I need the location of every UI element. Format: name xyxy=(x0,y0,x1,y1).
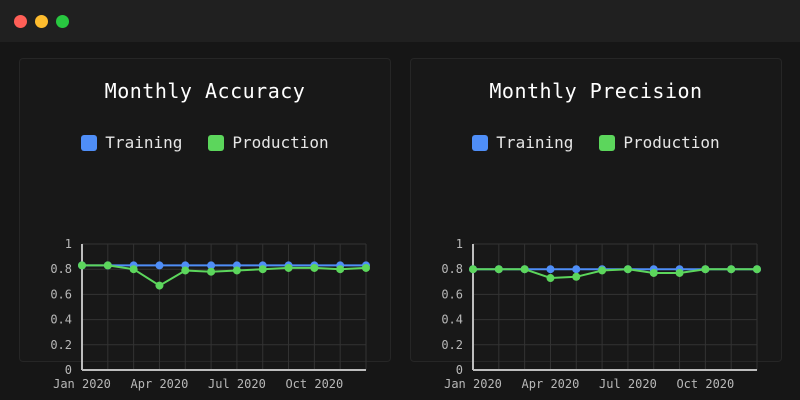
series-production-point xyxy=(546,274,555,283)
chart-title: Monthly Accuracy xyxy=(104,79,306,103)
accuracy-line-chart: 0 0.2 0.4 0.6 0.8 1 Jan 2020 Apr 2020 Jul 2020 Oc… xyxy=(50,237,370,391)
series-production-point xyxy=(675,268,684,277)
accuracy-chart-panel: Monthly Accuracy Training Production 0 0.… xyxy=(19,58,391,391)
legend-item-production[interactable]: Production xyxy=(599,133,720,152)
y-tick-label: 0.6 xyxy=(441,287,463,301)
y-tick-label: 0.6 xyxy=(50,287,72,301)
series-production-point xyxy=(469,265,477,274)
series-production-point xyxy=(336,265,345,274)
series-production-point xyxy=(520,265,529,274)
series-training-point xyxy=(207,261,216,270)
y-tick-label: 0.4 xyxy=(50,313,72,327)
y-tick-label: 0.4 xyxy=(441,313,463,327)
x-tick-label: Jan 2020 xyxy=(53,377,111,391)
minimize-window-button[interactable] xyxy=(35,15,48,28)
legend-item-training[interactable]: Training xyxy=(472,133,573,152)
series-production-point xyxy=(78,261,86,270)
series-production-point xyxy=(623,265,632,274)
x-tick-label: Oct 2020 xyxy=(676,377,734,391)
y-tick-label: 0.8 xyxy=(441,262,463,276)
x-tick-label: Jul 2020 xyxy=(599,377,657,391)
series-training-point xyxy=(155,261,164,270)
y-tick-label: 0.2 xyxy=(441,338,463,352)
dashboard-content: Monthly Accuracy Training Production 0 0.… xyxy=(0,42,800,400)
series-production-point xyxy=(103,261,112,270)
legend-swatch-training xyxy=(472,134,489,151)
legend-item-production[interactable]: Production xyxy=(208,133,329,152)
title-bar xyxy=(0,0,800,42)
x-tick-label: Apr 2020 xyxy=(131,377,189,391)
y-tick-label: 1 xyxy=(65,237,72,251)
x-tick-label: Oct 2020 xyxy=(285,377,343,391)
legend-label-training: Training xyxy=(105,133,183,152)
series-production-point xyxy=(727,265,736,274)
series-production-point xyxy=(181,266,190,275)
series-production-point xyxy=(207,267,216,276)
series-production-point xyxy=(701,265,710,274)
series-production-point xyxy=(494,265,503,274)
series-production-point xyxy=(572,272,581,281)
legend-swatch-production xyxy=(208,134,225,151)
series-production-point xyxy=(232,266,241,275)
legend-item-training[interactable]: Training xyxy=(81,133,182,152)
precision-line-chart: 0 0.2 0.4 0.6 0.8 1 Jan 2020 Apr 2020 Jul 2020 Oc… xyxy=(441,237,761,391)
y-tick-label: 1 xyxy=(456,237,463,251)
chart-title: Monthly Precision xyxy=(489,79,703,103)
series-training-point xyxy=(572,265,581,274)
series-production-point xyxy=(284,263,293,272)
series-production-point xyxy=(129,265,138,274)
series-production-point xyxy=(598,266,607,275)
series-training-point xyxy=(546,265,555,274)
series-production-line xyxy=(473,268,757,280)
legend-label-production: Production xyxy=(232,133,329,152)
y-tick-label: 0 xyxy=(456,363,463,377)
grid-lines xyxy=(473,243,758,370)
chart-legend: Training Production xyxy=(20,133,390,152)
y-tick-label: 0 xyxy=(65,363,72,377)
series-production-point xyxy=(649,268,658,277)
x-tick-label: Jan 2020 xyxy=(444,377,502,391)
series-production-point xyxy=(362,263,370,272)
x-tick-label: Apr 2020 xyxy=(522,377,580,391)
maximize-window-button[interactable] xyxy=(56,15,69,28)
grid-lines xyxy=(82,243,367,370)
series-production-point xyxy=(310,263,319,272)
legend-swatch-training xyxy=(81,134,98,151)
legend-label-training: Training xyxy=(496,133,574,152)
y-tick-label: 0.2 xyxy=(50,338,72,352)
series-production-point xyxy=(258,265,267,274)
legend-label-production: Production xyxy=(623,133,720,152)
legend-swatch-production xyxy=(599,134,616,151)
x-tick-label: Jul 2020 xyxy=(208,377,266,391)
series-production-point xyxy=(155,281,164,290)
series-production-point xyxy=(753,265,761,274)
series-production-line xyxy=(82,264,367,287)
close-window-button[interactable] xyxy=(14,15,27,28)
y-tick-label: 0.8 xyxy=(50,262,72,276)
chart-legend: Training Production xyxy=(411,133,781,152)
